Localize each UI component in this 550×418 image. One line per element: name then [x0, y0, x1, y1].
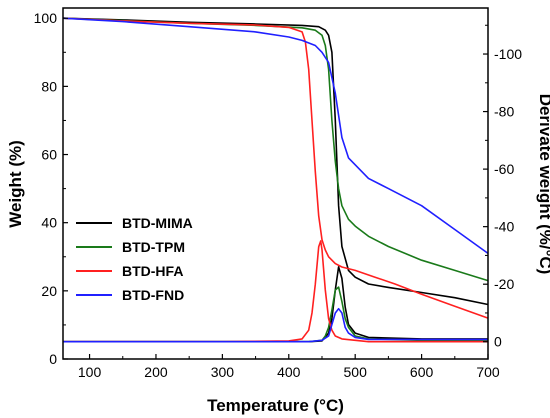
- x-tick-label: 500: [344, 364, 368, 380]
- y-tick-label-left: 20: [41, 283, 57, 299]
- y-tick-label-left: 100: [34, 10, 58, 26]
- axes-layer: 100 200 300 400 500 600 700 0 20 40 60 80 100 0 -20 -40…: [34, 10, 523, 380]
- x-tick-label: 100: [78, 364, 102, 380]
- y-axis-title-right: Derivate weight (%/°C): [536, 94, 550, 275]
- legend-label-btd-tpm: BTD-TPM: [122, 239, 185, 255]
- x-axis-title: Temperature (°C): [207, 396, 344, 415]
- y-tick-label-right: 0: [494, 334, 502, 350]
- series-line-btd-fnd-weight: [62, 17, 489, 255]
- y-tick-label-left: 40: [41, 215, 57, 231]
- y-tick-label-left: 60: [41, 147, 57, 163]
- x-tick-label: 600: [410, 364, 434, 380]
- y-tick-label-left: 80: [41, 78, 57, 94]
- y-axis-title-left: Weight (%): [6, 140, 25, 228]
- x-tick-label: 300: [211, 364, 235, 380]
- legend-label-btd-fnd: BTD-FND: [122, 287, 184, 303]
- legend: BTD-MIMA BTD-TPM BTD-HFA BTD-FND: [76, 215, 193, 303]
- y-tick-label-right: -20: [494, 276, 514, 292]
- x-tick-label: 700: [476, 364, 500, 380]
- series-line-btd-hfa-derivative: [63, 240, 488, 343]
- legend-label-btd-mima: BTD-MIMA: [122, 215, 193, 231]
- series-line-btd-fnd-derivative: [63, 307, 488, 343]
- series-layer: [62, 17, 489, 343]
- series-line-btd-mima-weight: [62, 17, 489, 306]
- legend-label-btd-hfa: BTD-HFA: [122, 263, 183, 279]
- plot-frame: [62, 7, 489, 360]
- series-line-btd-hfa-weight: [62, 17, 489, 319]
- x-tick-label: 200: [144, 364, 168, 380]
- y-tick-label-right: -80: [494, 104, 514, 120]
- y-tick-label-left: 0: [49, 351, 57, 367]
- y-tick-label-right: -60: [494, 161, 514, 177]
- y-tick-label-right: -40: [494, 219, 514, 235]
- x-tick-label: 400: [277, 364, 301, 380]
- y-tick-label-right: -100: [494, 46, 522, 62]
